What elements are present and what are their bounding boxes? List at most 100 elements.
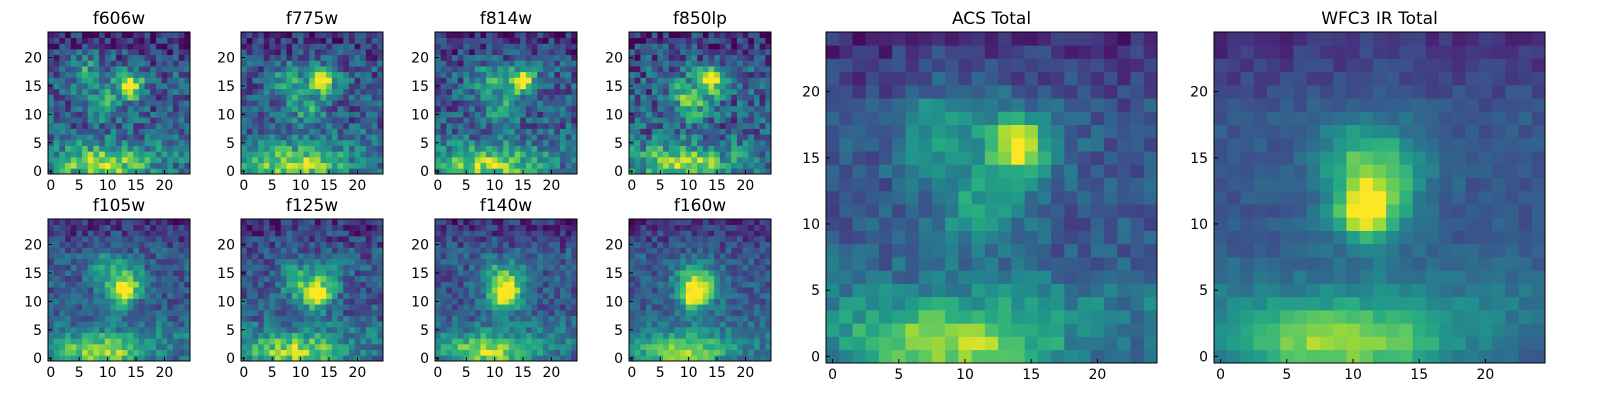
heatmap-cell (133, 100, 140, 107)
heatmap-cell (714, 258, 721, 265)
heatmap-cell (440, 37, 447, 44)
heatmap-cell (571, 224, 578, 231)
heatmap-cell (446, 287, 453, 294)
heatmap-cell (348, 292, 355, 299)
heatmap-cell (155, 94, 162, 101)
heatmap-cell (765, 32, 772, 39)
heatmap-cell (110, 292, 117, 299)
heatmap-cell (292, 332, 299, 339)
heatmap-cell (714, 37, 721, 44)
heatmap-cell (161, 71, 168, 78)
heatmap-cell (161, 281, 168, 288)
heatmap-cell (435, 264, 442, 271)
heatmap-cell (753, 287, 760, 294)
heatmap-cell (144, 264, 151, 271)
heatmap-cell (663, 326, 670, 333)
heatmap-cell (252, 77, 259, 84)
heatmap-cell (263, 343, 270, 350)
heatmap-cell (440, 100, 447, 107)
heatmap-cell (657, 292, 664, 299)
heatmap-cell (331, 292, 338, 299)
heatmap-cell (343, 270, 350, 277)
heatmap-cell (446, 32, 453, 39)
heatmap-cell (559, 100, 566, 107)
heatmap-cell (719, 270, 726, 277)
heatmap-cell (241, 162, 248, 169)
heatmap-cell (736, 309, 743, 316)
y-tick-label: 15 (217, 266, 235, 282)
heatmap-cell (144, 281, 151, 288)
heatmap-cell (702, 77, 709, 84)
heatmap-cell (348, 241, 355, 248)
heatmap-cell (719, 134, 726, 141)
heatmap-cell (167, 343, 174, 350)
heatmap-cell (463, 224, 470, 231)
heatmap-cell (258, 304, 265, 311)
heatmap-cell (59, 292, 66, 299)
heatmap-cell (53, 236, 60, 243)
heatmap-cell (548, 139, 555, 146)
heatmap-cell (258, 54, 265, 61)
heatmap-cell (104, 77, 111, 84)
heatmap-cell (463, 275, 470, 282)
heatmap-cell (714, 43, 721, 50)
heatmap-cell (326, 54, 333, 61)
heatmap-cell (371, 83, 378, 90)
heatmap-cell (629, 343, 636, 350)
heatmap-cell (275, 134, 282, 141)
heatmap-cell (150, 100, 157, 107)
heatmap-cell (99, 37, 106, 44)
heatmap-cell (371, 241, 378, 248)
heatmap-cell (469, 355, 476, 362)
heatmap-cell (651, 66, 658, 73)
heatmap-cell (70, 326, 77, 333)
heatmap-cell (559, 219, 566, 226)
heatmap-cell (303, 88, 310, 95)
heatmap-cell (138, 117, 145, 124)
heatmap-cell (663, 94, 670, 101)
heatmap-cell (121, 60, 128, 67)
heatmap-cell (314, 162, 321, 169)
heatmap-cell (548, 338, 555, 345)
heatmap-cell (554, 32, 561, 39)
heatmap-cell (759, 264, 766, 271)
heatmap-cell (348, 66, 355, 73)
heatmap-cell (753, 122, 760, 129)
heatmap-cell (65, 304, 72, 311)
heatmap-cell (121, 77, 128, 84)
heatmap-cell (167, 83, 174, 90)
heatmap-cell (104, 139, 111, 146)
heatmap-cell (116, 111, 123, 118)
heatmap-cell (474, 304, 481, 311)
heatmap-cell (82, 111, 89, 118)
heatmap-cell (537, 66, 544, 73)
heatmap-cell (435, 162, 442, 169)
heatmap-cell (116, 105, 123, 112)
heatmap-cell (463, 304, 470, 311)
heatmap-cell (150, 43, 157, 50)
heatmap-cell (697, 168, 704, 175)
heatmap-cell (508, 253, 515, 260)
heatmap-cell (59, 321, 66, 328)
heatmap-cell (542, 338, 549, 345)
heatmap-cell (377, 258, 384, 265)
heatmap-cell (70, 253, 77, 260)
heatmap-cell (354, 332, 361, 339)
heatmap-cell (184, 88, 191, 95)
heatmap-cell (440, 54, 447, 61)
heatmap-cell (144, 134, 151, 141)
heatmap-cell (503, 139, 510, 146)
heatmap-cell (452, 60, 459, 67)
heatmap-cell (559, 37, 566, 44)
heatmap-cell (161, 49, 168, 56)
heatmap-cell (263, 258, 270, 265)
heatmap-cell (87, 219, 94, 226)
heatmap-cell (150, 287, 157, 294)
heatmap-cell (286, 111, 293, 118)
heatmap-cell (520, 275, 527, 282)
heatmap-cell (343, 309, 350, 316)
heatmap-cell (559, 349, 566, 356)
heatmap-cell (348, 156, 355, 163)
heatmap-cell (82, 168, 89, 175)
